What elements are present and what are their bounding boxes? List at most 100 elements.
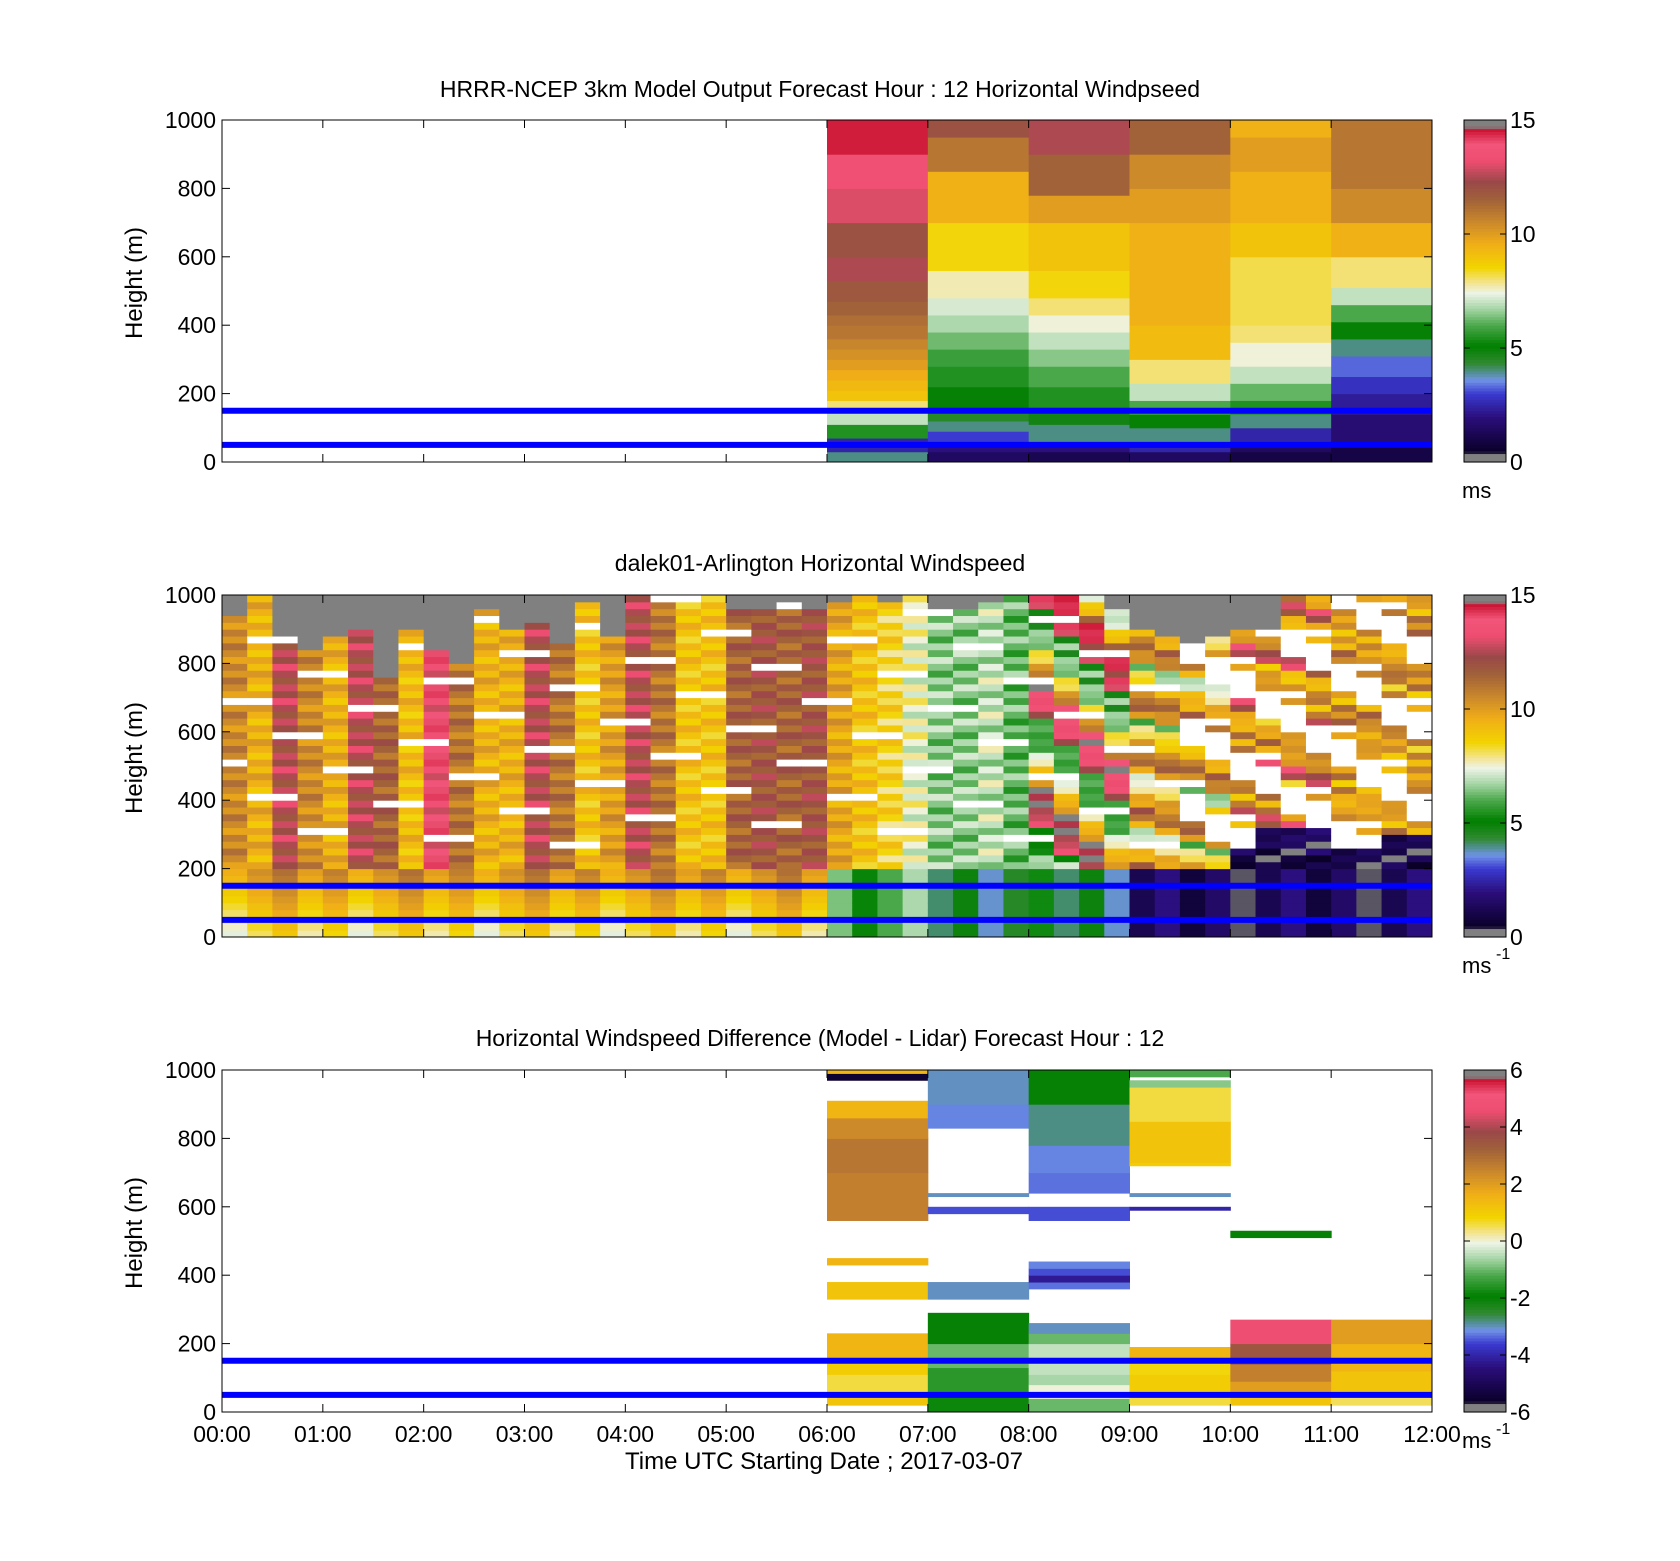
heatmap-cell [348,601,374,610]
heatmap-cell [574,779,601,788]
colorbar-segment [1464,757,1506,761]
heatmap-cell [1255,923,1282,931]
heatmap-cell [902,677,929,685]
heatmap-cell [1179,677,1206,685]
heatmap-cell [675,759,702,767]
heatmap-cell [978,930,1004,938]
colorbar-segment [1464,714,1506,719]
heatmap-cell [348,670,374,678]
heatmap-cell [1154,752,1181,760]
heatmap-cell [423,766,450,774]
heatmap-cell [1305,902,1332,911]
heatmap-cell [499,772,525,781]
colorbar-segment [1464,1263,1506,1268]
heatmap-cell [827,711,853,719]
colorbar-segment [1464,1195,1506,1199]
heatmap-cell [574,683,601,692]
heatmap-cell [1028,902,1055,911]
colorbar-segment [1464,219,1506,224]
heatmap-cell [1305,848,1332,856]
colorbar-segment [1464,234,1506,238]
heatmap-cell [1104,772,1130,781]
heatmap-cell [297,622,324,630]
heatmap-cell [247,889,273,897]
heatmap-cell [877,738,904,746]
heatmap-cell [423,854,450,863]
heatmap-cell [549,724,576,733]
heatmap-cell [650,670,677,678]
heatmap-cell [978,656,1004,664]
heatmap-cell [776,683,803,692]
heatmap-cell [1230,642,1257,651]
heatmap-cell [1003,772,1030,781]
heatmap-cell [1280,704,1307,712]
heatmap-cell [1028,1172,1130,1194]
heatmap-cell [524,779,551,788]
heatmap-cell [297,827,324,835]
heatmap-cell [827,595,853,603]
heatmap-cell [1305,724,1332,733]
heatmap-cell [801,731,828,740]
heatmap-cell [373,930,399,938]
heatmap-cell [222,786,248,794]
colorbar-segment [1464,211,1506,215]
heatmap-cell [524,629,551,637]
heatmap-cell [726,813,752,822]
heatmap-cell [423,711,450,719]
heatmap-cell [222,649,248,658]
heatmap-cell [1053,841,1080,849]
colorbar-segment [1464,271,1506,275]
heatmap-cell [675,807,702,815]
heatmap-cell [1356,724,1383,733]
colorbar-segment [1464,1152,1506,1157]
heatmap-cell [1003,930,1030,938]
heatmap-cell [222,909,248,917]
heatmap-cell [700,595,727,603]
heatmap-cell [852,875,878,883]
colorbar-segment [1464,330,1506,335]
heatmap-cell [373,615,399,623]
heatmap-cell [272,704,299,712]
heatmap-cell [1230,875,1257,883]
heatmap-cell [1331,690,1357,699]
heatmap-cell [1154,622,1181,630]
heatmap-cell [1356,677,1383,685]
heatmap-cell [1028,827,1055,835]
heatmap-cell [1028,724,1055,733]
heatmap-cell [776,752,803,760]
heatmap-cell [1053,683,1080,692]
colorbar-segment [1464,1138,1506,1142]
heatmap-cell [1331,861,1357,870]
heatmap-cell [1179,772,1206,781]
heatmap-cell [448,724,475,733]
heatmap-cell [1028,854,1055,863]
heatmap-cell [1053,923,1080,931]
heatmap-cell [953,683,979,692]
heatmap-cell [398,930,425,938]
heatmap-cell [1255,786,1282,794]
heatmap-cell [1154,642,1181,651]
heatmap-cell [852,759,878,767]
heatmap-cell [877,615,904,623]
colorbar-segment [1464,362,1506,366]
heatmap-cell [751,697,778,705]
heatmap-cell [1028,1333,1130,1345]
heatmap-cell [902,629,929,637]
heatmap-cell [700,759,727,767]
heatmap-cell [549,670,576,678]
heatmap-cell [448,902,475,911]
heatmap-cell [222,738,248,746]
heatmap-cell [1104,930,1130,938]
heatmap-cell [524,677,551,685]
heatmap-cell [1129,663,1156,671]
heatmap-cell [1104,711,1130,719]
heatmap-cell [1406,636,1433,644]
heatmap-cell [423,704,450,712]
heatmap-cell [1154,909,1181,917]
heatmap-cell [1129,875,1156,883]
colorbar-segment [1464,205,1506,209]
colorbar-segment [1464,837,1506,841]
heatmap-cell [625,704,652,712]
heatmap-cell [247,875,273,883]
colorbar-segment [1464,242,1506,246]
